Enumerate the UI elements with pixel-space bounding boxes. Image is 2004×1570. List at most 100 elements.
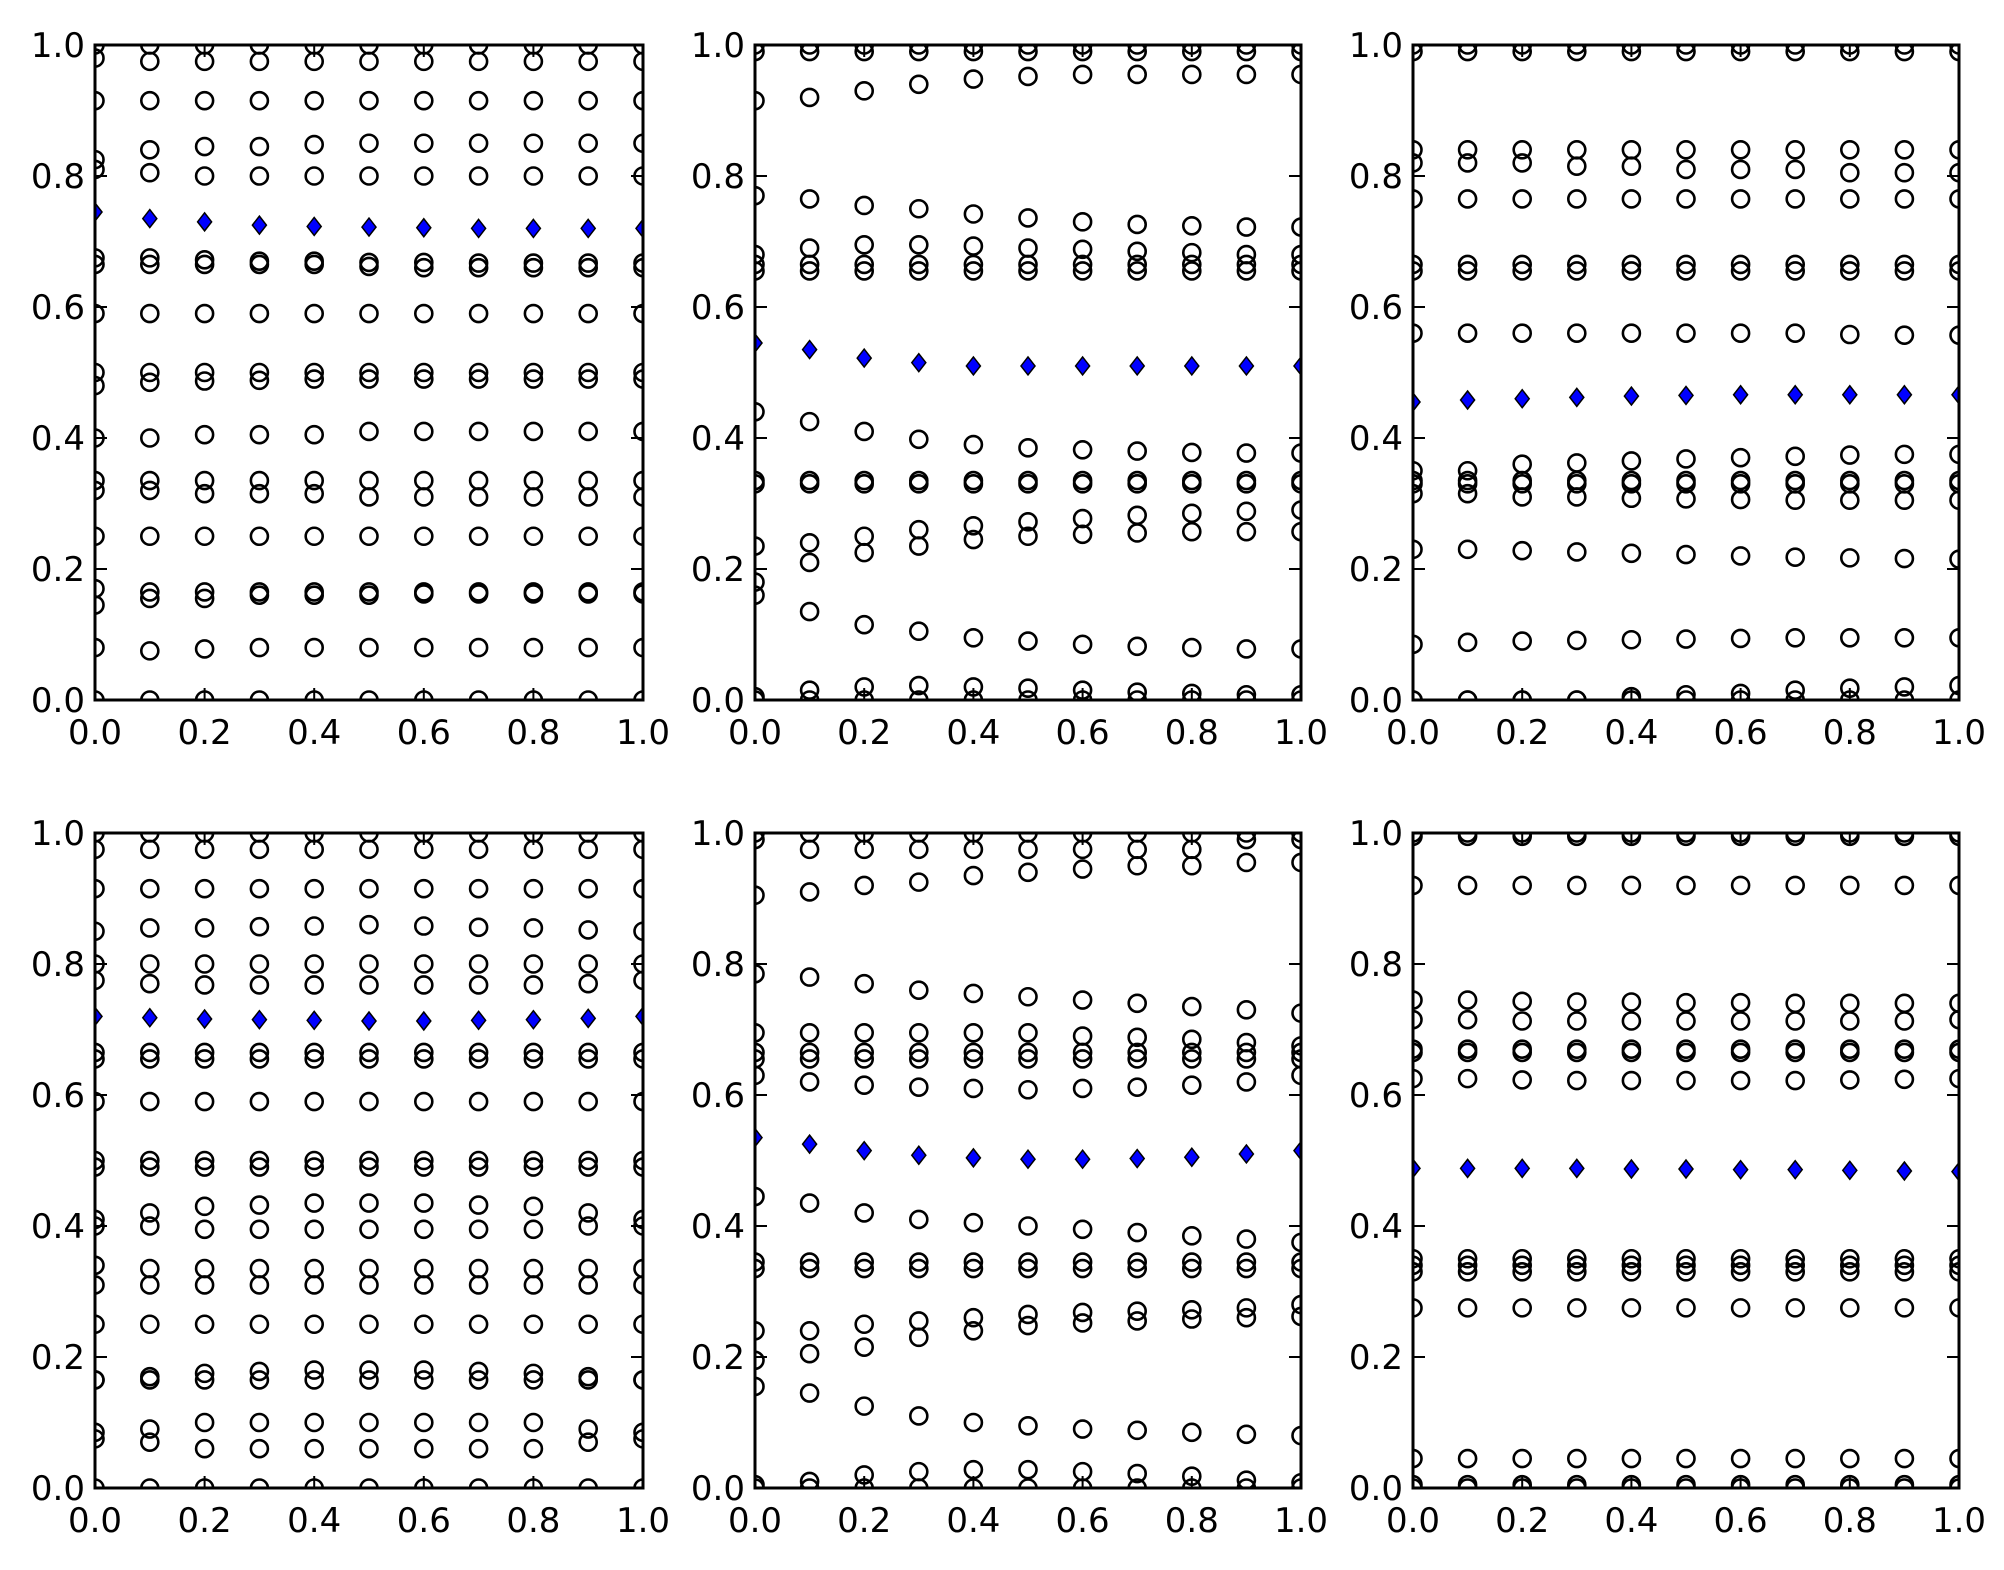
open-marker — [249, 136, 270, 157]
open-marker — [1949, 325, 1959, 345]
open-marker — [1730, 683, 1751, 700]
mean-marker — [1413, 391, 1421, 413]
y-tick-label: 0.8 — [31, 945, 85, 985]
mean-marker — [196, 211, 213, 233]
open-marker — [1894, 325, 1915, 345]
open-marker — [413, 90, 434, 111]
open-marker — [578, 1370, 599, 1390]
open-marker — [1457, 323, 1478, 344]
open-marker — [194, 1363, 215, 1384]
open-marker — [1072, 1252, 1093, 1272]
open-marker — [523, 303, 544, 324]
open-marker — [359, 914, 379, 935]
open-marker — [1676, 261, 1696, 281]
open-marker — [359, 839, 379, 860]
open-marker — [1840, 140, 1860, 160]
mean-marker — [1623, 385, 1640, 407]
open-marker — [468, 470, 489, 491]
open-marker — [1127, 1049, 1147, 1069]
mean-marker — [580, 218, 597, 239]
open-marker — [755, 1321, 765, 1341]
open-marker — [1840, 875, 1860, 896]
data-points — [1413, 833, 1959, 1488]
open-marker — [578, 90, 599, 111]
open-marker — [1730, 140, 1751, 160]
open-marker — [633, 51, 643, 72]
open-marker — [1512, 189, 1532, 209]
open-marker — [1730, 447, 1751, 468]
mean-marker — [306, 1010, 323, 1031]
x-tick-label: 0.0 — [728, 1501, 782, 1541]
open-marker — [799, 1478, 820, 1488]
open-marker — [95, 1042, 105, 1063]
open-marker — [249, 1478, 270, 1488]
open-marker — [633, 1042, 643, 1063]
open-marker — [95, 578, 105, 599]
data-points — [755, 45, 1301, 700]
mean-marker — [635, 1006, 643, 1027]
open-marker — [359, 1360, 379, 1380]
open-marker — [359, 526, 379, 547]
open-marker — [755, 585, 765, 605]
open-marker — [909, 45, 929, 55]
open-marker — [1894, 1298, 1915, 1318]
open-marker — [1291, 500, 1301, 520]
open-marker — [304, 1438, 325, 1459]
open-marker — [1621, 1298, 1642, 1318]
open-marker — [140, 582, 160, 602]
open-marker — [1236, 1298, 1257, 1318]
open-marker — [140, 254, 160, 275]
open-marker — [1676, 254, 1696, 275]
open-marker — [249, 1049, 270, 1069]
open-marker — [1894, 677, 1915, 697]
open-marker — [1621, 189, 1642, 209]
open-marker — [140, 480, 160, 501]
y-tick-label: 1.0 — [1349, 814, 1403, 854]
open-marker — [1182, 1226, 1202, 1246]
open-marker — [140, 90, 160, 111]
open-marker — [1730, 1011, 1751, 1031]
open-marker — [909, 45, 929, 62]
open-marker — [523, 1219, 544, 1240]
open-marker — [468, 1412, 489, 1433]
open-marker — [908, 519, 929, 540]
open-marker — [1567, 140, 1587, 160]
open-marker — [413, 1150, 434, 1171]
open-marker — [909, 1478, 929, 1488]
open-marker — [1236, 1258, 1257, 1279]
open-marker — [1182, 1309, 1202, 1329]
open-marker — [1457, 189, 1478, 209]
open-marker — [755, 964, 765, 984]
open-marker — [1018, 238, 1038, 258]
open-marker — [95, 1091, 105, 1112]
open-marker — [1291, 1258, 1301, 1279]
open-marker — [799, 967, 820, 987]
open-marker — [140, 1432, 160, 1452]
open-marker — [249, 690, 270, 700]
open-marker — [1018, 512, 1038, 532]
open-marker — [799, 839, 820, 860]
mean-marker — [1074, 1148, 1091, 1170]
open-marker — [1730, 546, 1751, 566]
open-marker — [799, 1193, 820, 1213]
mean-marker — [1732, 384, 1749, 405]
open-marker — [1072, 212, 1093, 232]
open-marker — [523, 487, 544, 507]
open-marker — [1182, 254, 1202, 275]
y-tick-label: 0.4 — [691, 419, 745, 459]
open-marker — [908, 1049, 929, 1069]
open-marker — [1127, 241, 1147, 262]
open-marker — [523, 878, 544, 899]
open-marker — [359, 1370, 379, 1390]
open-marker — [633, 584, 643, 604]
open-marker — [304, 134, 325, 155]
y-tick-label: 0.8 — [691, 945, 745, 985]
open-marker — [1676, 449, 1696, 469]
open-marker — [95, 526, 105, 547]
open-marker — [95, 362, 105, 383]
open-marker — [140, 248, 160, 268]
open-marker — [963, 236, 984, 256]
open-marker — [1840, 45, 1860, 62]
open-marker — [359, 362, 379, 383]
open-marker — [523, 1363, 544, 1384]
